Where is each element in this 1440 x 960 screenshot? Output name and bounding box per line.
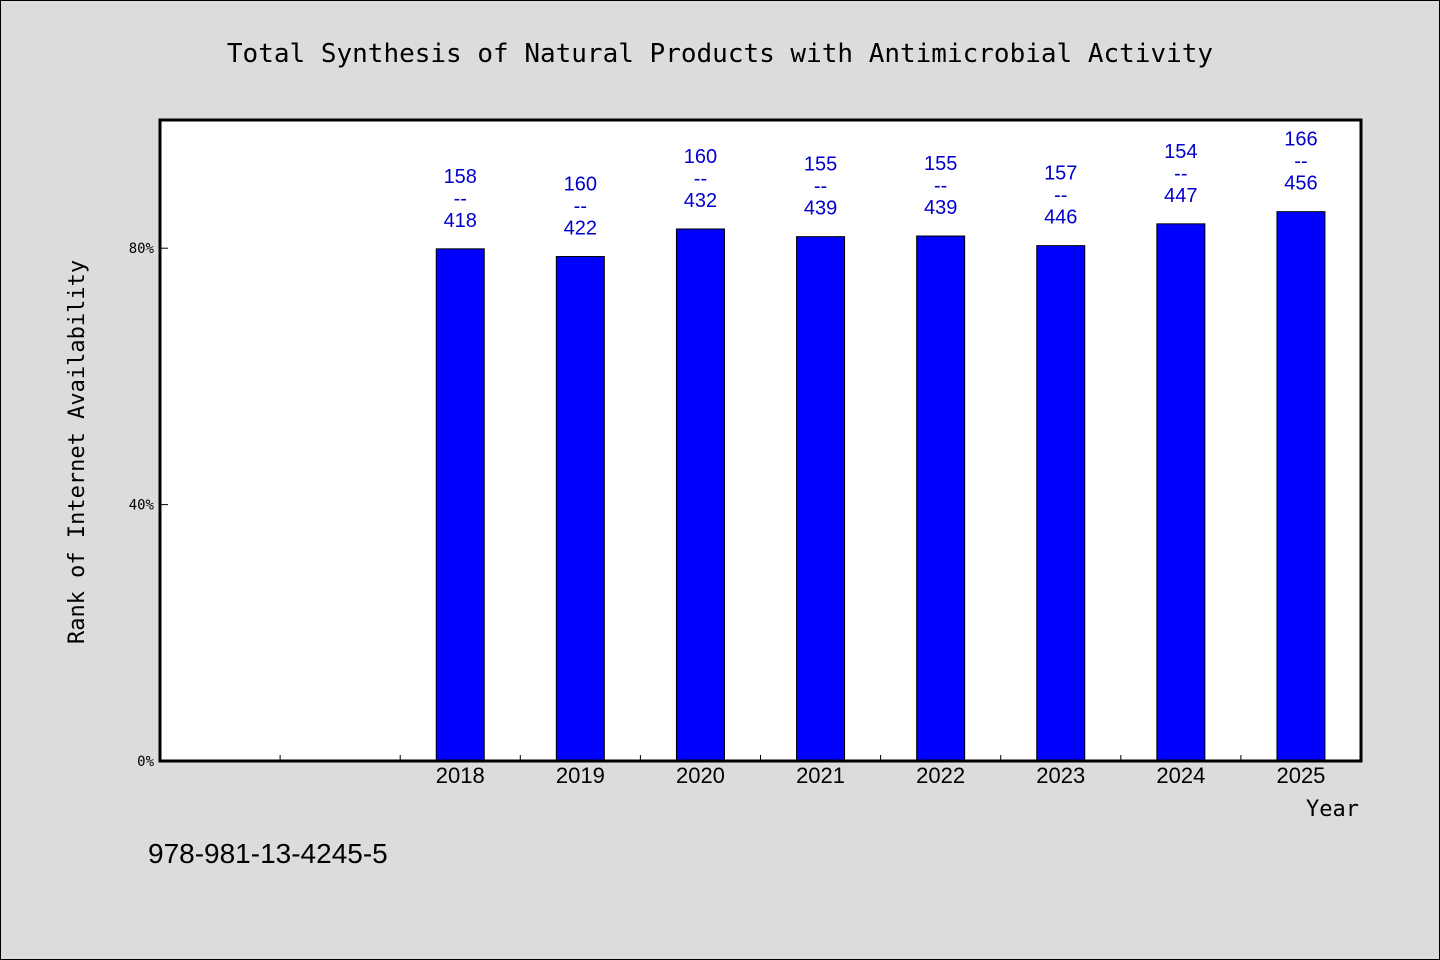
bar-value-label: --: [1174, 163, 1187, 185]
bar-value-label: 447: [1164, 185, 1197, 207]
bars-group: [435, 211, 1326, 762]
y-axis-title: Rank of Internet Availability: [65, 260, 90, 644]
bar-2023: [1036, 245, 1086, 762]
bar-value-label: 418: [444, 210, 477, 232]
y-tick-label: 40%: [129, 498, 155, 514]
bar-labels-group: 158--418160--422160--432155--439155--439…: [444, 129, 1318, 240]
bar-value-label: 157: [1044, 163, 1077, 185]
chart-title: Total Synthesis of Natural Products with…: [227, 39, 1213, 69]
x-axis: 2018 2019 2020 2021 2022 2023 2024 2025: [279, 755, 1325, 788]
x-tick-label: 2019: [556, 763, 605, 788]
bar-value-label: 160: [564, 174, 597, 196]
bar-2024: [1156, 223, 1206, 762]
bar-value-label: 155: [804, 154, 837, 176]
bar-value-label: 422: [564, 218, 597, 240]
x-tick-label: 2018: [436, 763, 485, 788]
bar-value-label: 166: [1284, 129, 1317, 151]
bar-value-label: 155: [924, 153, 957, 175]
bar-2022: [916, 235, 966, 762]
x-tick-label: 2025: [1276, 763, 1325, 788]
bar-value-label: 439: [804, 198, 837, 220]
bar-value-label: --: [934, 175, 947, 197]
x-tick-label: 2024: [1156, 763, 1205, 788]
bar-value-label: 160: [684, 146, 717, 168]
x-axis-title: Year: [1306, 797, 1359, 822]
bar-value-label: --: [574, 196, 587, 218]
bar-value-label: --: [1054, 185, 1067, 207]
bar-value-label: 154: [1164, 141, 1197, 163]
bar-value-label: --: [454, 188, 467, 210]
bar-2019: [555, 256, 605, 762]
bar-2018: [435, 248, 485, 762]
y-tick-label: 0%: [137, 754, 154, 770]
y-tick-label: 80%: [129, 241, 155, 257]
x-tick-label: 2021: [796, 763, 845, 788]
bar-value-label: --: [1294, 151, 1307, 173]
bar-value-label: 432: [684, 190, 717, 212]
bar-value-label: 439: [924, 197, 957, 219]
bar-2020: [675, 228, 725, 762]
x-tick-label: 2022: [916, 763, 965, 788]
bar-value-label: 446: [1044, 207, 1077, 229]
x-tick-label: 2023: [1036, 763, 1085, 788]
bar-2025: [1276, 211, 1326, 762]
y-axis: 0% 40% 80%: [129, 241, 168, 770]
bar-2021: [796, 236, 846, 762]
bar-value-label: 158: [444, 166, 477, 188]
bar-value-label: --: [814, 176, 827, 198]
x-tick-label: 2020: [676, 763, 725, 788]
bar-value-label: --: [694, 168, 707, 190]
bar-value-label: 456: [1284, 173, 1317, 195]
isbn-text: 978-981-13-4245-5: [148, 838, 388, 869]
